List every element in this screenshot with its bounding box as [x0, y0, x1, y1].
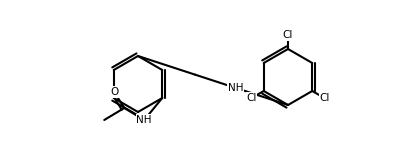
Text: Cl: Cl	[283, 30, 293, 40]
Text: NH: NH	[228, 83, 243, 93]
Text: NH: NH	[137, 115, 152, 125]
Text: Cl: Cl	[246, 93, 257, 103]
Text: O: O	[110, 87, 118, 97]
Text: Cl: Cl	[319, 93, 329, 103]
